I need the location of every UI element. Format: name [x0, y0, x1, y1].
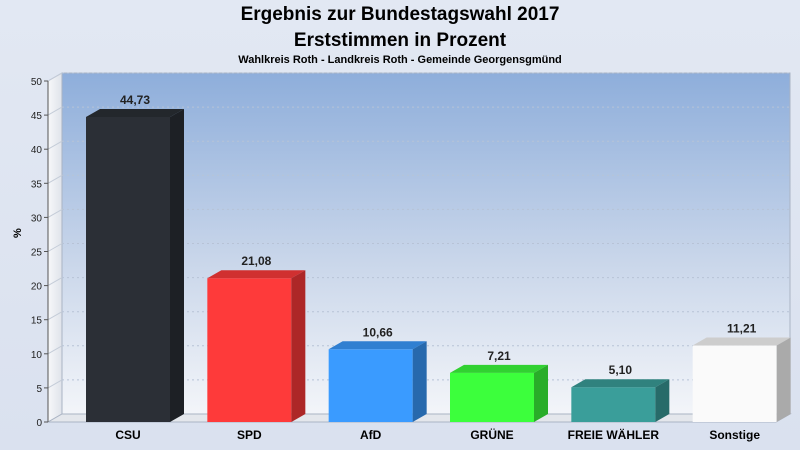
bar-value-label: 11,21: [727, 322, 757, 336]
y-tick-label: 10: [31, 350, 43, 361]
gridline-side: [47, 345, 63, 355]
gridline-side: [47, 140, 63, 150]
chart-region-label: Wahlkreis Roth - Landkreis Roth - Gemein…: [238, 54, 562, 66]
bar-side: [655, 379, 670, 422]
bar-side: [534, 364, 548, 422]
bar-top: [86, 108, 184, 117]
bars: 44,73 21,08 10,66 7,21 5,10 11,21: [86, 93, 791, 422]
x-axis-labels: CSU SPD AfD GRÜNE FREIE WÄHLER Sonstige: [115, 427, 760, 442]
bar-grüne: 7,21: [450, 349, 548, 422]
y-tick-label: 20: [31, 282, 43, 293]
y-tick-label: 35: [31, 179, 43, 190]
bar-side: [412, 341, 427, 422]
bar-front: [450, 372, 534, 422]
bar-value-label: 7,21: [487, 349, 511, 363]
bar-front: [571, 387, 656, 422]
bar-spd: 21,08: [207, 254, 306, 422]
x-tick-label: AfD: [360, 428, 382, 442]
y-tick-label: 50: [31, 77, 43, 88]
bar-top: [450, 364, 548, 373]
bar-top: [571, 379, 670, 388]
bar-value-label: 5,10: [609, 363, 633, 377]
y-axis-ticks: 0 5 10 15 20 25 30 35 40 45 50: [31, 77, 49, 429]
bar-csu: 44,73: [86, 93, 184, 422]
gridline-side: [47, 243, 63, 252]
bar-freie-wähler: 5,10: [571, 363, 670, 422]
bar-top: [328, 341, 427, 350]
x-tick-label: Sonstige: [709, 428, 760, 442]
y-tick-label: 40: [31, 145, 43, 156]
gridline-side: [47, 311, 63, 321]
bar-value-label: 44,73: [120, 93, 150, 107]
x-tick-label: SPD: [237, 428, 262, 442]
bar-front: [207, 278, 292, 422]
bar-side: [776, 337, 791, 422]
bar-top: [692, 337, 791, 346]
y-tick-label: 5: [36, 384, 42, 395]
y-tick-label: 0: [36, 418, 42, 429]
gridline-side: [47, 379, 63, 389]
bar-side: [291, 270, 306, 422]
x-tick-label: FREIE WÄHLER: [568, 427, 660, 442]
chart-title: Ergebnis zur Bundestagswahl 2017: [240, 4, 560, 25]
chart-subtitle: Erststimmen in Prozent: [293, 30, 507, 51]
bar-sonstige: 11,21: [692, 322, 791, 422]
x-tick-label: GRÜNE: [470, 427, 513, 442]
gridline-side: [47, 72, 63, 82]
bar-top: [207, 270, 306, 279]
gridline-side: [47, 277, 63, 287]
bar-side: [170, 108, 184, 422]
y-tick-label: 15: [31, 316, 43, 327]
x-tick-label: CSU: [115, 428, 140, 442]
gridline-side: [47, 208, 63, 218]
y-tick-label: 25: [31, 248, 43, 259]
bar-value-label: 10,66: [363, 325, 393, 339]
bar-front: [86, 116, 170, 422]
y-tick-label: 30: [31, 213, 43, 224]
bar-front: [328, 349, 413, 422]
gridline-side: [47, 106, 63, 116]
gridline-side: [47, 174, 63, 184]
bar-value-label: 21,08: [241, 254, 271, 268]
y-tick-label: 45: [31, 111, 43, 122]
bar-front: [692, 345, 777, 422]
bar-afd: 10,66: [328, 325, 427, 422]
